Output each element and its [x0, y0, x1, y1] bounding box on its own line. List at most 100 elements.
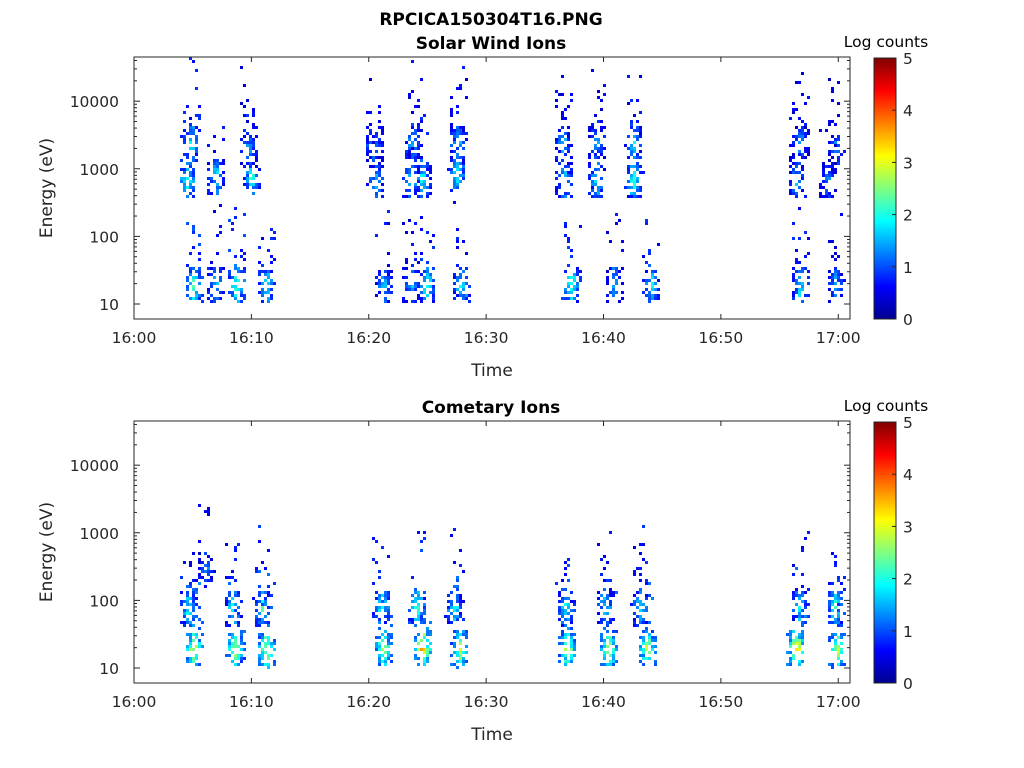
heatmap-cell [807, 129, 810, 132]
heatmap-cell [621, 249, 624, 252]
heatmap-cell [840, 591, 843, 594]
heatmap-cell [801, 174, 804, 177]
heatmap-cell [207, 297, 210, 300]
heatmap-cell [267, 654, 270, 657]
heatmap-cell [417, 171, 420, 174]
heatmap-cell [792, 591, 795, 594]
heatmap-cell [246, 186, 249, 189]
heatmap-cell [411, 141, 414, 144]
heatmap-cell [834, 555, 837, 558]
heatmap-cell [420, 549, 423, 552]
heatmap-cell [405, 168, 408, 171]
heatmap-cell [636, 180, 639, 183]
heatmap-cell [615, 591, 618, 594]
heatmap-cell [615, 630, 618, 633]
heatmap-cell [255, 150, 258, 153]
heatmap-cell [420, 174, 423, 177]
heatmap-cell [420, 183, 423, 186]
heatmap-cell [456, 651, 459, 654]
heatmap-cell [237, 543, 240, 546]
heatmap-cell [375, 591, 378, 594]
heatmap-cell [222, 267, 225, 270]
heatmap-cell [600, 120, 603, 123]
heatmap-cell [423, 270, 426, 273]
heatmap-cell [378, 291, 381, 294]
heatmap-cell [240, 615, 243, 618]
heatmap-cell [828, 120, 831, 123]
heatmap-cell [636, 591, 639, 594]
heatmap-cell [267, 276, 270, 279]
heatmap-cell [378, 654, 381, 657]
heatmap-cell [378, 645, 381, 648]
heatmap-cell [258, 168, 261, 171]
heatmap-cell [273, 231, 276, 234]
heatmap-cell [420, 618, 423, 621]
heatmap-cell [453, 651, 456, 654]
heatmap-cell [837, 591, 840, 594]
heatmap-cell [789, 159, 792, 162]
heatmap-cell [216, 192, 219, 195]
heatmap-cell [615, 282, 618, 285]
heatmap-cell [270, 282, 273, 285]
heatmap-cell [450, 591, 453, 594]
heatmap-cell [597, 621, 600, 624]
heatmap-cell [837, 597, 840, 600]
heatmap-cell [597, 120, 600, 123]
heatmap-cell [228, 624, 231, 627]
heatmap-cell [609, 591, 612, 594]
heatmap-cell [840, 603, 843, 606]
heatmap-cell [789, 171, 792, 174]
heatmap-cell [792, 192, 795, 195]
heatmap-cell [246, 141, 249, 144]
heatmap-cell [384, 600, 387, 603]
heatmap-cell [567, 105, 570, 108]
heatmap-cell [837, 576, 840, 579]
heatmap-cell [837, 654, 840, 657]
heatmap-cell [798, 132, 801, 135]
heatmap-cell [597, 168, 600, 171]
heatmap-cell [384, 222, 387, 225]
heatmap-cell [576, 273, 579, 276]
heatmap-cell [645, 579, 648, 582]
heatmap-cell [255, 624, 258, 627]
heatmap-cell [831, 150, 834, 153]
heatmap-cell [432, 297, 435, 300]
heatmap-cell [204, 564, 207, 567]
heatmap-cell [207, 564, 210, 567]
heatmap-cell [414, 600, 417, 603]
heatmap-cell [219, 267, 222, 270]
heatmap-cell [381, 648, 384, 651]
heatmap-cell [186, 648, 189, 651]
heatmap-cell [639, 195, 642, 198]
heatmap-cell [633, 147, 636, 150]
heatmap-cell [843, 612, 846, 615]
heatmap-cell [798, 135, 801, 138]
heatmap-cell [240, 300, 243, 303]
heatmap-cell [459, 180, 462, 183]
heatmap-cell [267, 573, 270, 576]
heatmap-cell [207, 288, 210, 291]
heatmap-cell [564, 174, 567, 177]
heatmap-cell [426, 651, 429, 654]
heatmap-cell [588, 135, 591, 138]
heatmap-cell [573, 273, 576, 276]
heatmap-cell [378, 285, 381, 288]
heatmap-cell [564, 612, 567, 615]
heatmap-cell [573, 297, 576, 300]
heatmap-cell [420, 165, 423, 168]
heatmap-cell [198, 639, 201, 642]
heatmap-cell [366, 159, 369, 162]
heatmap-cell [834, 138, 837, 141]
heatmap-cell [831, 600, 834, 603]
heatmap-cell [561, 159, 564, 162]
heatmap-cell [795, 603, 798, 606]
heatmap-cell [432, 234, 435, 237]
colorbar [873, 421, 897, 684]
heatmap-cell [429, 285, 432, 288]
heatmap-cell [825, 180, 828, 183]
heatmap-cell [837, 651, 840, 654]
heatmap-cell [558, 606, 561, 609]
heatmap-cell [234, 267, 237, 270]
heatmap-cell [555, 189, 558, 192]
heatmap-cell [630, 186, 633, 189]
